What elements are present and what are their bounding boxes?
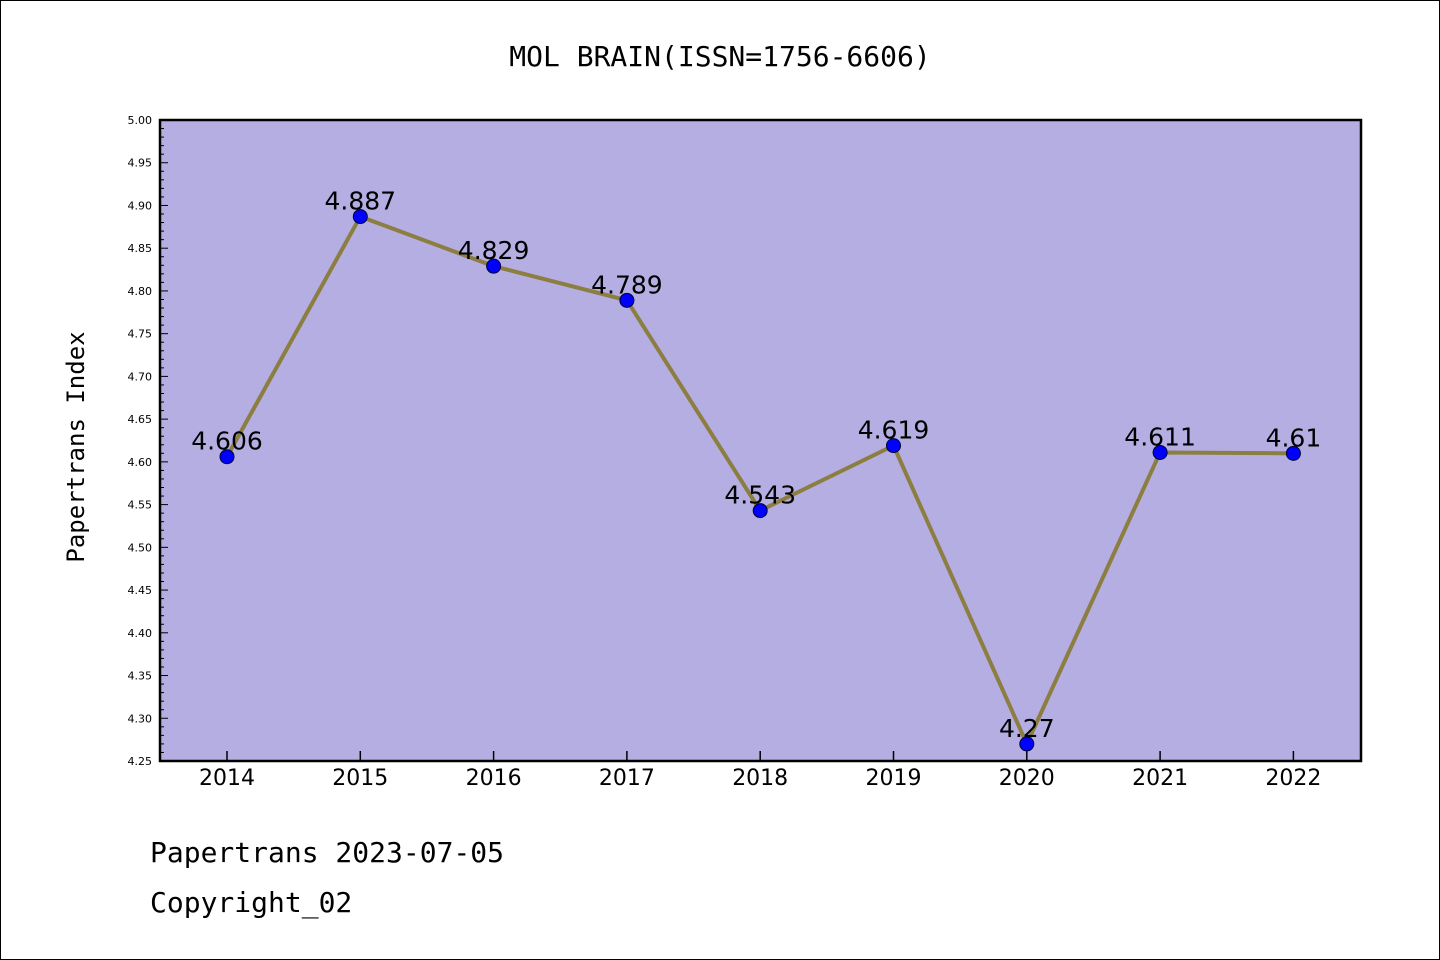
y-tick-label: 4.50	[128, 541, 153, 554]
plot-area	[158, 118, 1363, 763]
data-point	[886, 438, 901, 454]
y-tick-label: 4.30	[128, 712, 153, 725]
y-tick-label: 4.95	[128, 157, 153, 170]
data-label: 4.27	[999, 714, 1055, 743]
y-tick-label: 4.55	[128, 499, 153, 512]
y-tick-label: 4.70	[128, 370, 153, 383]
footer-copyright-text: Copyright_02	[150, 886, 353, 919]
y-tick-label: 4.75	[128, 328, 153, 341]
y-tick-label: 4.80	[128, 285, 153, 298]
x-tick-label: 2020	[999, 766, 1055, 791]
data-series: 4.606 4.887 4.829 4.789 4.543 4.619 4.27 4.611 4…	[191, 187, 1322, 752]
x-tick-label: 2018	[732, 766, 788, 791]
x-tick-label: 2014	[199, 766, 255, 791]
y-axis-label: Papertrans Index	[62, 331, 90, 562]
y-tick-label: 5.00	[128, 114, 153, 127]
x-tick-label: 2017	[599, 766, 655, 791]
y-tick-label: 4.65	[128, 413, 153, 426]
data-point	[1019, 736, 1035, 752]
x-axis-ticks: 2014 2015 2016 2017 2018 2019 2020 2021 2022	[199, 751, 1321, 791]
y-tick-label: 4.85	[128, 242, 153, 255]
y-tick-label: 4.25	[128, 755, 153, 768]
y-tick-label: 4.60	[128, 456, 153, 469]
data-point	[486, 258, 502, 274]
y-axis-ticks: 4.25 4.30 4.35 4.40 4.45 4.50 4.55 4.60 4.65 4.70…	[128, 114, 168, 768]
data-point	[219, 449, 235, 465]
data-point	[619, 292, 635, 308]
data-point	[352, 209, 368, 225]
y-tick-label: 4.40	[128, 627, 153, 640]
x-tick-label: 2022	[1265, 766, 1321, 791]
data-label: 4.543	[724, 481, 796, 510]
x-tick-label: 2021	[1132, 766, 1188, 791]
data-label: 4.61	[1266, 423, 1322, 452]
x-tick-label: 2015	[332, 766, 388, 791]
y-tick-label: 4.35	[128, 670, 153, 683]
y-tick-label: 4.90	[128, 199, 153, 212]
x-tick-label: 2019	[866, 766, 922, 791]
data-label: 4.606	[191, 427, 263, 456]
data-label: 4.829	[458, 236, 530, 265]
footer-date-text: Papertrans 2023-07-05	[150, 836, 505, 869]
data-label: 4.619	[858, 416, 930, 445]
data-point	[1152, 444, 1168, 460]
data-point	[752, 503, 768, 519]
data-label: 4.611	[1124, 422, 1196, 451]
x-tick-label: 2016	[466, 766, 522, 791]
chart-title: MOL BRAIN(ISSN=1756-6606)	[509, 40, 930, 73]
data-point	[1285, 445, 1301, 461]
data-label: 4.887	[325, 187, 397, 216]
y-tick-label: 4.45	[128, 584, 153, 597]
data-label: 4.789	[591, 270, 663, 299]
